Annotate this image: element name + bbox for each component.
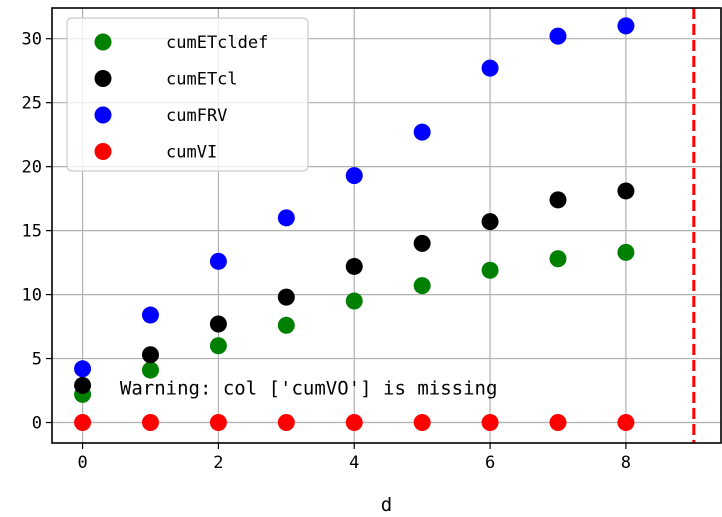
cumFRV-point (277, 209, 295, 227)
cumVI-point (549, 414, 567, 432)
cumETcl-point (549, 191, 567, 209)
cumFRV-point (413, 123, 431, 141)
legend-label: cumETcl (166, 70, 238, 90)
cumVI-point (481, 414, 499, 432)
cumFRV-point (209, 252, 227, 270)
x-tick-label: 2 (213, 453, 223, 473)
y-tick-label: 5 (32, 350, 42, 370)
cumETcl-point (74, 376, 92, 394)
missing-column-warning: Warning: col ['cumVO'] is missing (120, 377, 498, 399)
cumFRV-point (345, 167, 363, 185)
cumETcldef-point (481, 261, 499, 279)
cumVI-point (74, 414, 92, 432)
legend-label: cumFRV (166, 106, 227, 126)
cumETcldef-point (209, 337, 227, 355)
cumFRV-point (141, 306, 159, 324)
y-tick-label: 10 (22, 286, 42, 306)
y-tick-label: 15 (22, 222, 42, 242)
y-tick-label: 30 (22, 30, 42, 50)
cumETcl-point (481, 213, 499, 231)
cumETcl-point (141, 346, 159, 364)
y-tick-label: 25 (22, 94, 42, 114)
x-axis-label: d (381, 494, 392, 516)
cumFRV-point (617, 17, 635, 35)
cumVI-point (209, 414, 227, 432)
cumETcl-point (617, 182, 635, 200)
cumVI-point (617, 414, 635, 432)
x-tick-label: 8 (621, 453, 631, 473)
x-tick-label: 0 (77, 453, 87, 473)
cumVI-point (277, 414, 295, 432)
legend: cumETcldef cumETcl cumFRV cumVI (66, 17, 309, 172)
cumETcl-point (345, 257, 363, 275)
cumETcldef-point (277, 316, 295, 334)
cumVI-point (141, 414, 159, 432)
x-tick-label: 4 (349, 453, 359, 473)
y-tick-label: 20 (22, 158, 42, 178)
cumETcldef-point (345, 292, 363, 310)
cumETcl-point (277, 288, 295, 306)
axis-ticks: 0 2 4 6 8 0 5 10 15 20 25 30 (22, 30, 632, 473)
legend-marker (94, 143, 112, 160)
cumFRV-point (74, 360, 92, 378)
cumETcl-point (413, 234, 431, 252)
cumETcldef-point (617, 243, 635, 261)
legend-marker (94, 33, 112, 51)
data-points (74, 17, 635, 432)
cumETcldef-point (413, 277, 431, 295)
cumETcldef-point (141, 361, 159, 379)
legend-marker (94, 70, 112, 87)
plot-frame (51, 7, 722, 444)
x-tick-label: 6 (485, 453, 495, 473)
legend-label: cumETcldef (166, 33, 268, 53)
y-tick-label: 0 (32, 414, 42, 434)
legend-label: cumVI (166, 143, 217, 163)
cumVI-point (345, 414, 363, 432)
legend-marker (94, 106, 112, 124)
cumFRV-point (549, 27, 567, 45)
cumETcldef-point (549, 250, 567, 268)
legend-box (66, 17, 309, 172)
cumETcl-point (209, 315, 227, 333)
cumVI-point (413, 414, 431, 432)
cumFRV-point (481, 59, 499, 77)
